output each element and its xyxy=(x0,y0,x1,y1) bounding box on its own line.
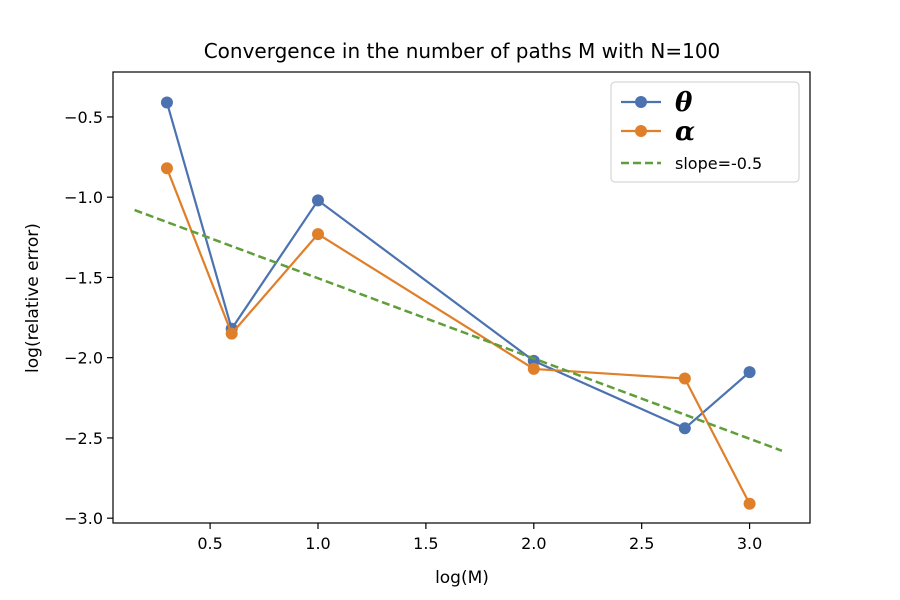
data-point xyxy=(743,497,756,510)
x-tick-label: 2.0 xyxy=(521,534,546,553)
legend: θα slope=-0.5 xyxy=(610,81,800,183)
chart-title: Convergence in the number of paths M wit… xyxy=(204,39,721,63)
legend-box xyxy=(610,81,800,183)
legend-label: slope=-0.5 xyxy=(675,154,762,173)
x-tick-label: 3.0 xyxy=(737,534,762,553)
legend-label: α xyxy=(675,117,695,147)
legend-marker xyxy=(635,125,647,137)
series-line xyxy=(165,167,751,505)
x-axis-label: log(M) xyxy=(435,568,489,588)
data-point xyxy=(527,362,540,375)
data-point xyxy=(312,228,324,241)
legend-label: θ xyxy=(675,88,693,118)
data-point xyxy=(678,422,691,435)
data-point xyxy=(160,96,173,109)
data-point xyxy=(225,327,238,340)
x-tick-label: 0.5 xyxy=(197,534,222,553)
axes-frame xyxy=(112,71,811,524)
y-tick-label: −1.0 xyxy=(64,188,103,207)
x-tick-label: 1.0 xyxy=(305,534,330,553)
data-point xyxy=(678,372,691,385)
legend-marker xyxy=(635,96,647,108)
series-line xyxy=(165,102,751,430)
x-tick-label: 1.5 xyxy=(413,534,438,553)
reference-slope-line xyxy=(134,208,783,452)
data-point xyxy=(312,194,324,207)
x-axis: 0.5 1.0 1.5 2.0 2.5 3.0 xyxy=(197,523,762,553)
y-tick-label: −1.5 xyxy=(64,268,103,287)
data-point xyxy=(160,162,173,175)
y-tick-label: −2.5 xyxy=(64,429,103,448)
y-tick-label: −0.5 xyxy=(64,108,103,127)
y-tick-label: −2.0 xyxy=(64,349,103,368)
data-point xyxy=(743,366,756,379)
y-axis-label: log(relative error) xyxy=(23,223,43,373)
plot-area xyxy=(134,96,783,510)
y-tick-label: −3.0 xyxy=(64,509,103,528)
y-axis: −0.5 −1.0 −1.5 −2.0 −2.5 −3.0 xyxy=(64,108,113,528)
x-tick-label: 2.5 xyxy=(629,534,654,553)
